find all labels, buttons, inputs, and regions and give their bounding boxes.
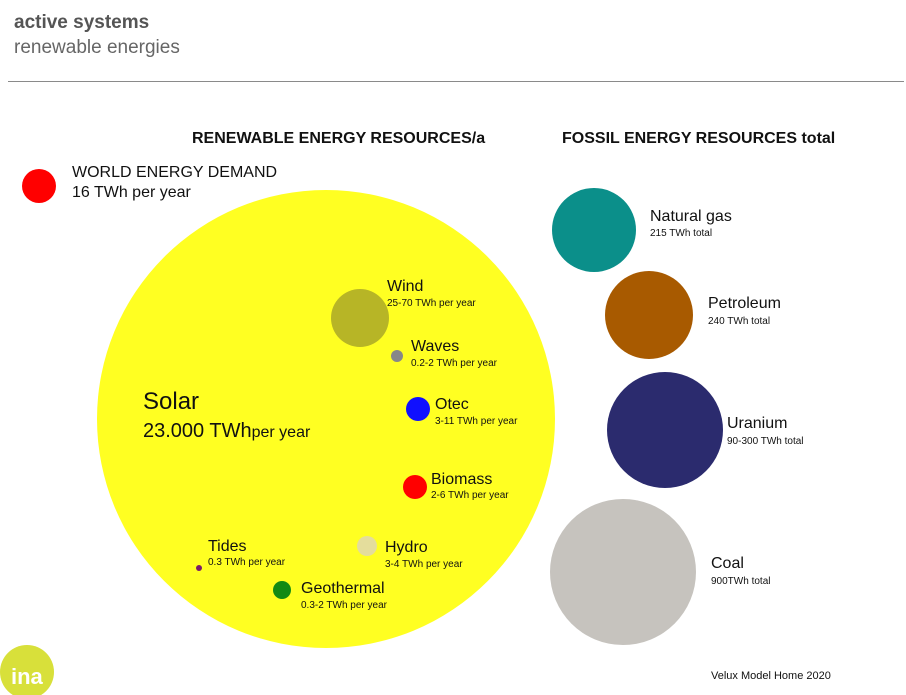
- otec-label: Otec: [435, 396, 469, 413]
- solar-label: Solar: [143, 388, 200, 415]
- petroleum-value: 240 TWh total: [708, 316, 771, 327]
- biomass-bubble: [403, 475, 427, 499]
- footer-credit: Velux Model Home 2020: [711, 670, 831, 682]
- biomass-value: 2-6 TWh per year: [431, 490, 509, 501]
- natural-gas-bubble: [552, 188, 636, 272]
- waves-value: 0.2-2 TWh per year: [411, 358, 497, 369]
- demand-value: 16 TWh per year: [72, 184, 191, 201]
- coal-bubble: [550, 499, 696, 645]
- hydro-value: 3-4 TWh per year: [385, 559, 463, 570]
- otec-value: 3-11 TWh per year: [435, 416, 518, 427]
- demand-bubble: [22, 169, 56, 203]
- wind-label: Wind: [387, 278, 424, 295]
- logo-text: ina: [11, 664, 44, 689]
- fossil-heading: FOSSIL ENERGY RESOURCES total: [562, 130, 836, 147]
- biomass-label: Biomass: [431, 471, 493, 488]
- otec-bubble: [406, 397, 430, 421]
- ina-logo: ina: [0, 645, 54, 695]
- demand-label: WORLD ENERGY DEMAND: [72, 164, 278, 181]
- coal-value: 900TWh total: [711, 576, 771, 587]
- solar-value: 23.000 TWh: [143, 420, 252, 442]
- uranium-bubble: [607, 372, 723, 488]
- petroleum-bubble: [605, 271, 693, 359]
- hydro-label: Hydro: [385, 539, 428, 556]
- wind-bubble: [331, 289, 389, 347]
- uranium-label: Uranium: [727, 415, 788, 432]
- tides-bubble: [196, 565, 202, 571]
- geothermal-bubble: [273, 581, 291, 599]
- coal-label: Coal: [711, 555, 744, 572]
- renewable-heading: RENEWABLE ENERGY RESOURCES/a: [192, 130, 486, 147]
- solar-bubble: [97, 190, 555, 648]
- tides-label: Tides: [208, 538, 247, 555]
- page-title: active systems: [14, 12, 150, 33]
- waves-label: Waves: [411, 338, 460, 355]
- waves-bubble: [391, 350, 403, 362]
- uranium-value: 90-300 TWh total: [727, 436, 804, 447]
- petroleum-label: Petroleum: [708, 295, 781, 312]
- geothermal-label: Geothermal: [301, 580, 385, 597]
- tides-value: 0.3 TWh per year: [208, 557, 286, 568]
- page-subtitle: renewable energies: [14, 37, 180, 58]
- header-divider: [8, 81, 904, 82]
- geothermal-value: 0.3-2 TWh per year: [301, 600, 387, 611]
- natural-gas-value: 215 TWh total: [650, 228, 713, 239]
- solar-unit: per year: [251, 424, 311, 441]
- solar-value-line: 23.000 TWhper year: [143, 420, 310, 443]
- wind-value: 25-70 TWh per year: [387, 298, 476, 309]
- natural-gas-label: Natural gas: [650, 208, 732, 225]
- hydro-bubble: [357, 536, 377, 556]
